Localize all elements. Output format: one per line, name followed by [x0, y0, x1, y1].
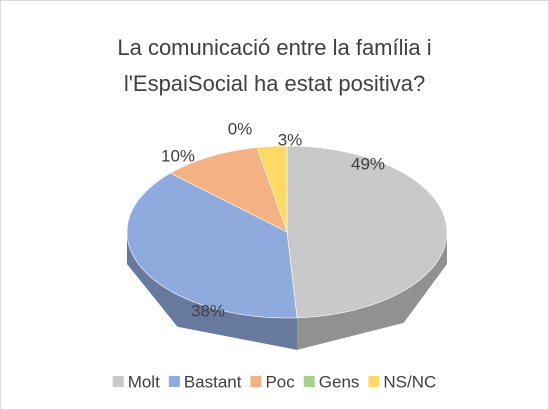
- pie-slice: [256, 145, 288, 233]
- pie-side: [297, 232, 447, 350]
- data-label: 3%: [278, 130, 303, 149]
- legend-swatch: [368, 376, 380, 387]
- data-label: 38%: [191, 301, 225, 320]
- pie-slice: [126, 172, 298, 319]
- pie-side: [127, 232, 298, 350]
- legend-swatch: [250, 376, 262, 387]
- data-label: 0%: [228, 119, 253, 138]
- chart-title: La comunicació entre la família i l'Espa…: [117, 35, 432, 96]
- data-label: 10%: [161, 146, 195, 165]
- legend-label: NS/NC: [383, 372, 436, 391]
- legend-label: Molt: [128, 372, 160, 391]
- legend-swatch: [168, 376, 180, 387]
- data-label: 49%: [351, 154, 385, 173]
- pie-slice: [286, 145, 448, 319]
- legend-swatch: [112, 376, 124, 387]
- pie-slice: [169, 147, 288, 233]
- legend-label: Gens: [319, 372, 360, 391]
- legend-label: Bastant: [184, 372, 242, 391]
- legend-swatch: [303, 376, 315, 387]
- legend: Molt Bastant Poc Gens NS/NC: [112, 372, 436, 391]
- legend-label: Poc: [265, 372, 295, 391]
